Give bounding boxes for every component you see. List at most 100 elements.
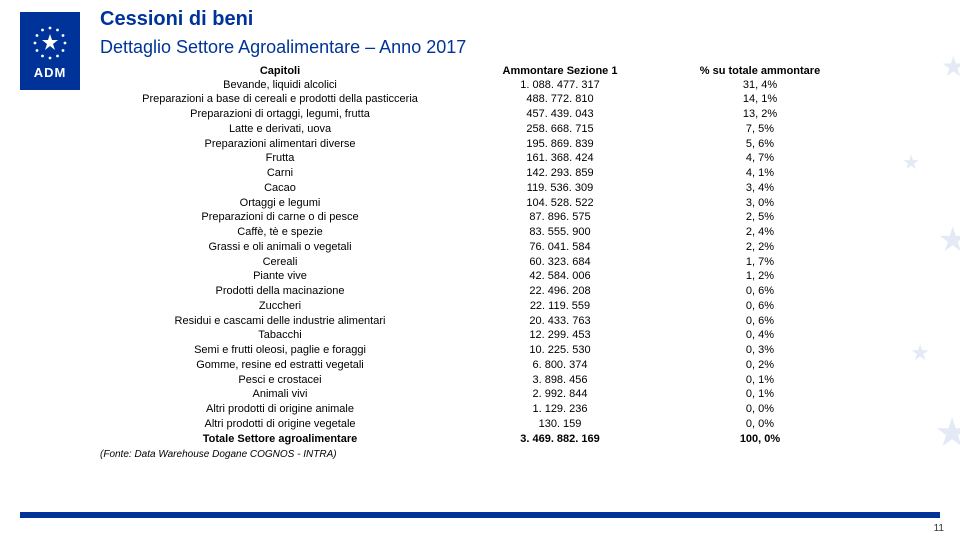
cell-capitolo: Preparazioni di ortaggi, legumi, frutta: [100, 108, 460, 123]
cell-percent: 5, 6%: [660, 137, 860, 152]
cell-capitolo: Altri prodotti di origine vegetale: [100, 417, 460, 432]
cell-ammontare: 60. 323. 684: [460, 255, 660, 270]
cell-percent: 2, 2%: [660, 240, 860, 255]
source-note: (Fonte: Data Warehouse Dogane COGNOS - I…: [100, 449, 920, 460]
cell-ammontare: 1. 129. 236: [460, 403, 660, 418]
cell-percent: 7, 5%: [660, 122, 860, 137]
cell-ammontare: 42. 584. 006: [460, 270, 660, 285]
cell-ammontare: 83. 555. 900: [460, 226, 660, 241]
cell-total-label: Totale Settore agroalimentare: [100, 432, 460, 447]
table-row: Preparazioni alimentari diverse195. 869.…: [100, 137, 860, 152]
cell-percent: 0, 3%: [660, 344, 860, 359]
table-row: Ortaggi e legumi104. 528. 5223, 0%: [100, 196, 860, 211]
cell-percent: 0, 1%: [660, 373, 860, 388]
cell-ammontare: 2. 992. 844: [460, 388, 660, 403]
table-row: Animali vivi2. 992. 8440, 1%: [100, 388, 860, 403]
cell-ammontare: 258. 668. 715: [460, 122, 660, 137]
cell-capitolo: Ortaggi e legumi: [100, 196, 460, 211]
cell-percent: 0, 2%: [660, 358, 860, 373]
table-row: Latte e derivati, uova258. 668. 7157, 5%: [100, 122, 860, 137]
table-row: Preparazioni di ortaggi, legumi, frutta4…: [100, 108, 860, 123]
cell-ammontare: 87. 896. 575: [460, 211, 660, 226]
cell-capitolo: Prodotti della macinazione: [100, 285, 460, 300]
cell-capitolo: Carni: [100, 167, 460, 182]
cell-ammontare: 3. 898. 456: [460, 373, 660, 388]
cell-percent: 0, 6%: [660, 299, 860, 314]
cell-percent: 2, 4%: [660, 226, 860, 241]
table-row: Prodotti della macinazione22. 496. 2080,…: [100, 285, 860, 300]
page-title: Cessioni di beni: [100, 8, 920, 31]
cell-capitolo: Latte e derivati, uova: [100, 122, 460, 137]
cell-capitolo: Residui e cascami delle industrie alimen…: [100, 314, 460, 329]
col-header-ammontare: Ammontare Sezione 1: [460, 64, 660, 78]
cell-capitolo: Caffè, tè e spezie: [100, 226, 460, 241]
cell-percent: 0, 0%: [660, 403, 860, 418]
logo-text: ADM: [34, 65, 67, 80]
cell-ammontare: 22. 119. 559: [460, 299, 660, 314]
cell-ammontare: 195. 869. 839: [460, 137, 660, 152]
table-header-row: Capitoli Ammontare Sezione 1 % su totale…: [100, 64, 860, 78]
col-header-capitoli: Capitoli: [100, 64, 460, 78]
table-row: Tabacchi12. 299. 4530, 4%: [100, 329, 860, 344]
cell-percent: 3, 0%: [660, 196, 860, 211]
table-row: Residui e cascami delle industrie alimen…: [100, 314, 860, 329]
cell-ammontare: 76. 041. 584: [460, 240, 660, 255]
table-row: Altri prodotti di origine vegetale130. 1…: [100, 417, 860, 432]
page-number: 11: [934, 523, 944, 534]
cell-capitolo: Altri prodotti di origine animale: [100, 403, 460, 418]
cell-capitolo: Zuccheri: [100, 299, 460, 314]
table-row: Zuccheri22. 119. 5590, 6%: [100, 299, 860, 314]
cell-percent: 2, 5%: [660, 211, 860, 226]
cell-ammontare: 142. 293. 859: [460, 167, 660, 182]
cell-ammontare: 10. 225. 530: [460, 344, 660, 359]
table-total-row: Totale Settore agroalimentare3. 469. 882…: [100, 432, 860, 447]
cell-capitolo: Bevande, liquidi alcolici: [100, 78, 460, 93]
cell-capitolo: Preparazioni a base di cereali e prodott…: [100, 93, 460, 108]
cell-capitolo: Piante vive: [100, 270, 460, 285]
cell-ammontare: 104. 528. 522: [460, 196, 660, 211]
table-row: Carni142. 293. 8594, 1%: [100, 167, 860, 182]
cell-capitolo: Animali vivi: [100, 388, 460, 403]
cell-ammontare: 1. 088. 477. 317: [460, 78, 660, 93]
cell-ammontare: 161. 368. 424: [460, 152, 660, 167]
table-row: Cacao119. 536. 3093, 4%: [100, 181, 860, 196]
cell-capitolo: Grassi e oli animali o vegetali: [100, 240, 460, 255]
cell-ammontare: 130. 159: [460, 417, 660, 432]
cell-percent: 1, 2%: [660, 270, 860, 285]
table-row: Altri prodotti di origine animale1. 129.…: [100, 403, 860, 418]
cell-percent: 1, 7%: [660, 255, 860, 270]
cell-capitolo: Preparazioni di carne o di pesce: [100, 211, 460, 226]
cell-capitolo: Cereali: [100, 255, 460, 270]
cell-ammontare: 6. 800. 374: [460, 358, 660, 373]
cell-percent: 0, 6%: [660, 285, 860, 300]
col-header-percent: % su totale ammontare: [660, 64, 860, 78]
cell-percent: 0, 6%: [660, 314, 860, 329]
adm-logo: ADM: [20, 12, 80, 90]
cell-capitolo: Preparazioni alimentari diverse: [100, 137, 460, 152]
cell-ammontare: 22. 496. 208: [460, 285, 660, 300]
cell-percent: 3, 4%: [660, 181, 860, 196]
table-row: Preparazioni a base di cereali e prodott…: [100, 93, 860, 108]
bottom-bar: [20, 512, 940, 518]
table-row: Cereali60. 323. 6841, 7%: [100, 255, 860, 270]
cell-capitolo: Gomme, resine ed estratti vegetali: [100, 358, 460, 373]
cell-ammontare: 488. 772. 810: [460, 93, 660, 108]
table-row: Bevande, liquidi alcolici1. 088. 477. 31…: [100, 78, 860, 93]
table-row: Semi e frutti oleosi, paglie e foraggi10…: [100, 344, 860, 359]
cell-capitolo: Pesci e crostacei: [100, 373, 460, 388]
cell-percent: 0, 1%: [660, 388, 860, 403]
cell-percent: 14, 1%: [660, 93, 860, 108]
eu-stars-icon: [30, 23, 70, 63]
page-subtitle: Dettaglio Settore Agroalimentare – Anno …: [100, 37, 920, 58]
cell-capitolo: Semi e frutti oleosi, paglie e foraggi: [100, 344, 460, 359]
table-row: Gomme, resine ed estratti vegetali6. 800…: [100, 358, 860, 373]
table-row: Caffè, tè e spezie83. 555. 9002, 4%: [100, 226, 860, 241]
cell-ammontare: 12. 299. 453: [460, 329, 660, 344]
cell-percent: 0, 4%: [660, 329, 860, 344]
table-row: Frutta161. 368. 4244, 7%: [100, 152, 860, 167]
table-row: Pesci e crostacei3. 898. 4560, 1%: [100, 373, 860, 388]
cell-ammontare: 119. 536. 309: [460, 181, 660, 196]
table-row: Preparazioni di carne o di pesce87. 896.…: [100, 211, 860, 226]
cell-capitolo: Tabacchi: [100, 329, 460, 344]
cell-percent: 0, 0%: [660, 417, 860, 432]
